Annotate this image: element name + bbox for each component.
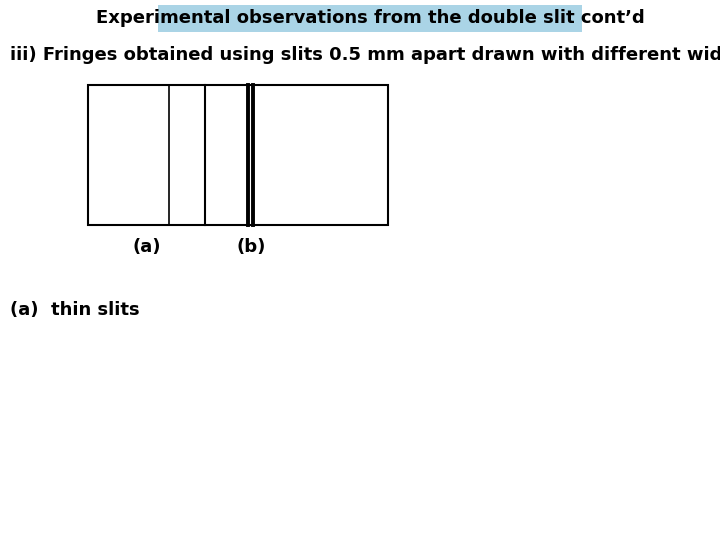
Text: iii) Fringes obtained using slits 0.5 mm apart drawn with different widths: iii) Fringes obtained using slits 0.5 mm…: [10, 46, 720, 64]
Text: (a)  thin slits: (a) thin slits: [10, 301, 140, 319]
Bar: [88, 85, 388, 225]
Text: (b): (b): [236, 238, 266, 256]
Text: Experimental observations from the double slit cont’d: Experimental observations from the doubl…: [96, 9, 644, 27]
Text: (a): (a): [132, 238, 161, 256]
Bar: [158, 5, 582, 32]
